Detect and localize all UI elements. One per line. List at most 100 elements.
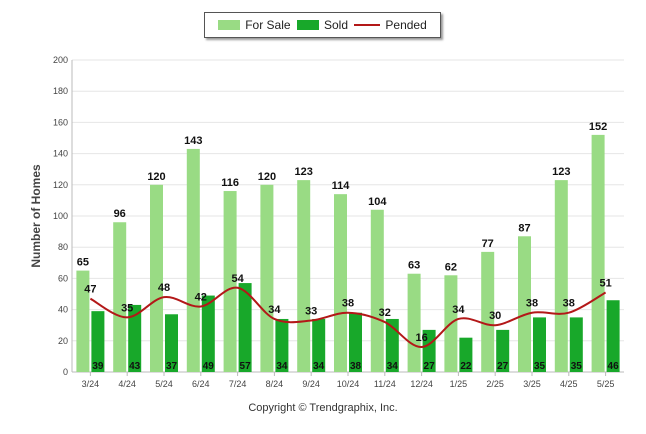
- bar-for-sale: [113, 222, 127, 372]
- data-label-pended: 48: [158, 282, 170, 294]
- y-tick-label: 80: [58, 242, 68, 252]
- data-label-for-sale: 77: [482, 238, 494, 250]
- bar-for-sale: [334, 194, 347, 372]
- data-label-pended: 34: [452, 304, 465, 316]
- data-label-pended: 51: [599, 277, 611, 289]
- x-tick-label: 12/24: [410, 379, 433, 389]
- data-label-pended: 54: [231, 273, 244, 285]
- chart-legend: For Sale Sold Pended: [204, 12, 441, 38]
- bar-for-sale: [554, 180, 568, 372]
- y-tick-label: 20: [58, 336, 68, 346]
- bar-sold: [349, 312, 362, 372]
- data-label-sold: 38: [350, 361, 362, 372]
- y-axis-title: Number of Homes: [29, 164, 43, 268]
- data-label-for-sale: 87: [518, 222, 530, 234]
- legend-label-for-sale: For Sale: [245, 18, 291, 32]
- line-pended: [89, 286, 607, 349]
- bar-sold: [496, 329, 510, 372]
- x-tick-label: 4/24: [118, 379, 136, 389]
- bar-sold: [128, 304, 142, 372]
- bar-sold: [312, 318, 326, 372]
- legend-swatch-sold: [296, 20, 319, 30]
- data-label-sold: 27: [424, 361, 436, 372]
- data-label-pended: 47: [84, 284, 96, 296]
- bar-for-sale: [591, 134, 605, 372]
- bar-sold: [201, 295, 215, 372]
- data-label-for-sale: 143: [184, 135, 202, 147]
- data-label-sold: 37: [166, 361, 178, 372]
- legend-item-sold: Sold: [296, 18, 348, 32]
- data-label-for-sale: 116: [221, 177, 239, 189]
- bar-sold: [275, 318, 289, 372]
- data-label-sold: 34: [276, 361, 288, 372]
- bar-for-sale: [76, 270, 90, 372]
- x-tick-label: 1/25: [450, 379, 468, 389]
- data-label-for-sale: 123: [295, 166, 313, 178]
- data-label-pended: 32: [379, 307, 391, 319]
- y-tick-label: 200: [53, 55, 68, 65]
- bar-sold: [459, 337, 473, 372]
- y-tick-label: 140: [53, 149, 68, 159]
- bar-sold: [91, 311, 105, 372]
- x-tick-label: 7/24: [229, 379, 247, 389]
- data-label-pended: 16: [415, 332, 427, 344]
- data-label-sold: 34: [313, 361, 325, 372]
- data-label-for-sale: 63: [408, 260, 420, 272]
- legend-label-sold: Sold: [323, 18, 348, 32]
- x-tick-label: 3/25: [523, 379, 541, 389]
- bar-sold: [569, 317, 583, 372]
- legend-label-pended: Pended: [385, 18, 427, 32]
- bar-for-sale: [186, 148, 200, 372]
- data-label-for-sale: 120: [258, 171, 276, 183]
- x-tick-label: 11/24: [374, 379, 396, 389]
- bar-sold: [238, 283, 252, 372]
- bar-for-sale: [481, 251, 495, 372]
- data-label-pended: 35: [121, 302, 133, 314]
- data-label-for-sale: 104: [368, 196, 387, 208]
- y-tick-label: 100: [53, 211, 68, 221]
- data-label-pended: 42: [195, 291, 207, 303]
- data-label-sold: 57: [240, 361, 252, 372]
- data-label-pended: 38: [526, 298, 538, 310]
- bar-sold: [606, 300, 620, 372]
- bar-for-sale: [518, 236, 531, 372]
- legend-swatch-for-sale: [218, 20, 241, 30]
- data-label-for-sale: 114: [332, 180, 351, 192]
- bar-for-sale: [407, 273, 421, 372]
- y-tick-label: 180: [53, 86, 68, 96]
- data-label-pended: 33: [305, 306, 317, 318]
- data-label-for-sale: 120: [147, 171, 165, 183]
- x-tick-label: 9/24: [302, 379, 320, 389]
- bar-sold: [165, 314, 178, 372]
- x-tick-label: 10/24: [337, 379, 360, 389]
- copyright-footer: Copyright © Trendgraphix, Inc.: [248, 402, 398, 414]
- y-tick-label: 40: [58, 305, 68, 315]
- data-label-sold: 43: [129, 361, 141, 372]
- bar-for-sale: [150, 184, 163, 372]
- data-label-pended: 34: [268, 304, 281, 316]
- bar-for-sale: [260, 184, 274, 372]
- data-label-pended: 38: [563, 298, 575, 310]
- legend-item-pended: Pended: [354, 18, 427, 32]
- data-label-sold: 22: [460, 361, 472, 372]
- data-label-sold: 46: [608, 361, 620, 372]
- bar-for-sale: [370, 209, 384, 372]
- data-label-for-sale: 123: [552, 166, 570, 178]
- data-label-pended: 30: [489, 310, 501, 322]
- y-tick-label: 60: [58, 273, 68, 283]
- bar-for-sale: [223, 191, 237, 372]
- data-label-sold: 27: [497, 361, 509, 372]
- data-label-for-sale: 65: [77, 257, 89, 269]
- y-tick-label: 160: [53, 117, 68, 127]
- x-tick-label: 5/24: [155, 379, 173, 389]
- data-label-pended: 38: [342, 298, 354, 310]
- data-label-for-sale: 152: [589, 121, 607, 133]
- legend-swatch-pended: [354, 24, 381, 26]
- bar-sold: [385, 318, 399, 372]
- data-label-for-sale: 96: [114, 208, 126, 220]
- x-tick-label: 3/24: [82, 379, 100, 389]
- x-tick-label: 2/25: [486, 379, 504, 389]
- data-label-sold: 34: [387, 361, 399, 372]
- data-label-sold: 49: [203, 361, 215, 372]
